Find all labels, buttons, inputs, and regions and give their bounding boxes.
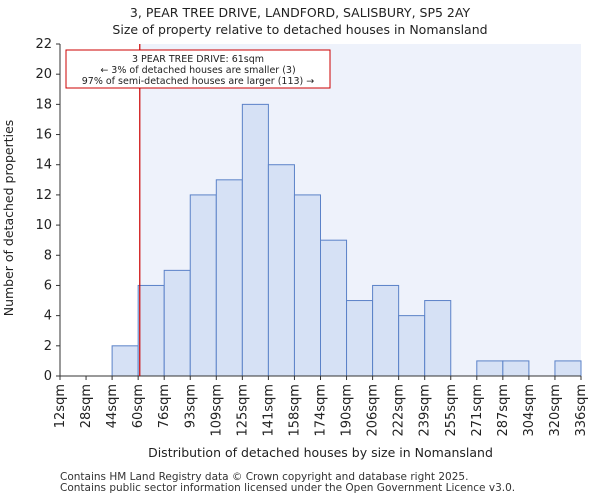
y-tick-label: 20 [35, 67, 52, 82]
x-tick-label: 287sqm [496, 384, 511, 437]
y-tick-label: 6 [44, 278, 52, 293]
y-tick-label: 12 [35, 188, 52, 203]
x-tick-label: 76sqm [157, 384, 172, 428]
histogram-bar [554, 360, 582, 377]
x-tick-label: 222sqm [392, 384, 407, 437]
y-axis-title: Number of detached properties [1, 120, 16, 317]
histogram-bar [372, 284, 400, 377]
histogram-bar [163, 269, 191, 377]
annotation-line-2: ← 3% of detached houses are smaller (3) [100, 65, 295, 76]
x-tick-label: 141sqm [261, 384, 276, 437]
histogram-chart: 0 2 4 6 8 10 12 14 16 18 20 22 12sqm 28sqm 44sqm 60sqm 7… [1, 37, 589, 460]
x-tick-label: 12sqm [53, 384, 68, 428]
x-tick-label: 93sqm [183, 384, 198, 428]
x-tick-label: 158sqm [287, 384, 302, 437]
x-tick-label: 304sqm [522, 384, 537, 437]
chart-subtitle: Size of property relative to detached ho… [112, 22, 488, 37]
x-tick-label: 174sqm [314, 384, 329, 437]
y-tick-label: 14 [35, 158, 52, 173]
y-tick-label: 4 [44, 309, 52, 324]
y-tick-label: 10 [35, 218, 52, 233]
histogram-bar [398, 315, 426, 377]
x-tick-label: 60sqm [131, 384, 146, 428]
annotation-line-1: 3 PEAR TREE DRIVE: 61sqm [132, 54, 264, 65]
x-tick-label: 109sqm [209, 384, 224, 437]
y-tick-label: 0 [44, 369, 52, 384]
chart-title-block: 3, PEAR TREE DRIVE, LANDFORD, SALISBURY,… [0, 4, 600, 38]
x-tick-label: 28sqm [79, 384, 94, 428]
histogram-bar [476, 360, 504, 377]
histogram-bar [215, 179, 243, 377]
histogram-bar [346, 300, 374, 377]
histogram-bar [267, 164, 295, 377]
x-tick-label: 336sqm [574, 384, 589, 437]
annotation-line-3: 97% of semi-detached houses are larger (… [82, 76, 315, 87]
x-tick-label: 239sqm [418, 384, 433, 437]
x-tick-label: 125sqm [235, 384, 250, 437]
y-tick-label: 18 [35, 97, 52, 112]
footer-copyright: Contains HM Land Registry data © Crown c… [60, 471, 469, 483]
histogram-bar [293, 194, 322, 377]
histogram-bar [241, 103, 269, 377]
x-tick-label: 190sqm [340, 384, 355, 437]
x-tick-label: 44sqm [105, 384, 120, 428]
x-axis-title: Distribution of detached houses by size … [148, 445, 493, 460]
footer: Contains HM Land Registry data © Crown c… [60, 472, 515, 494]
histogram-bar [111, 345, 139, 377]
x-tick-label: 206sqm [366, 384, 381, 437]
histogram-bar [320, 239, 348, 377]
histogram-bar [189, 194, 217, 377]
y-tick-label: 2 [44, 339, 52, 354]
histogram-bar [424, 300, 452, 377]
y-tick-label: 16 [35, 128, 52, 143]
x-tick-label: 320sqm [548, 384, 563, 437]
y-tick-label: 8 [44, 248, 52, 263]
x-tick-label: 271sqm [470, 384, 485, 437]
annotation-box [65, 49, 331, 89]
histogram-bar [137, 284, 165, 377]
y-tick-label: 22 [35, 37, 52, 52]
footer-licence: Contains public sector information licen… [60, 482, 516, 494]
chart-title: 3, PEAR TREE DRIVE, LANDFORD, SALISBURY,… [129, 5, 471, 20]
x-tick-label: 255sqm [444, 384, 459, 437]
histogram-bar [502, 360, 530, 377]
